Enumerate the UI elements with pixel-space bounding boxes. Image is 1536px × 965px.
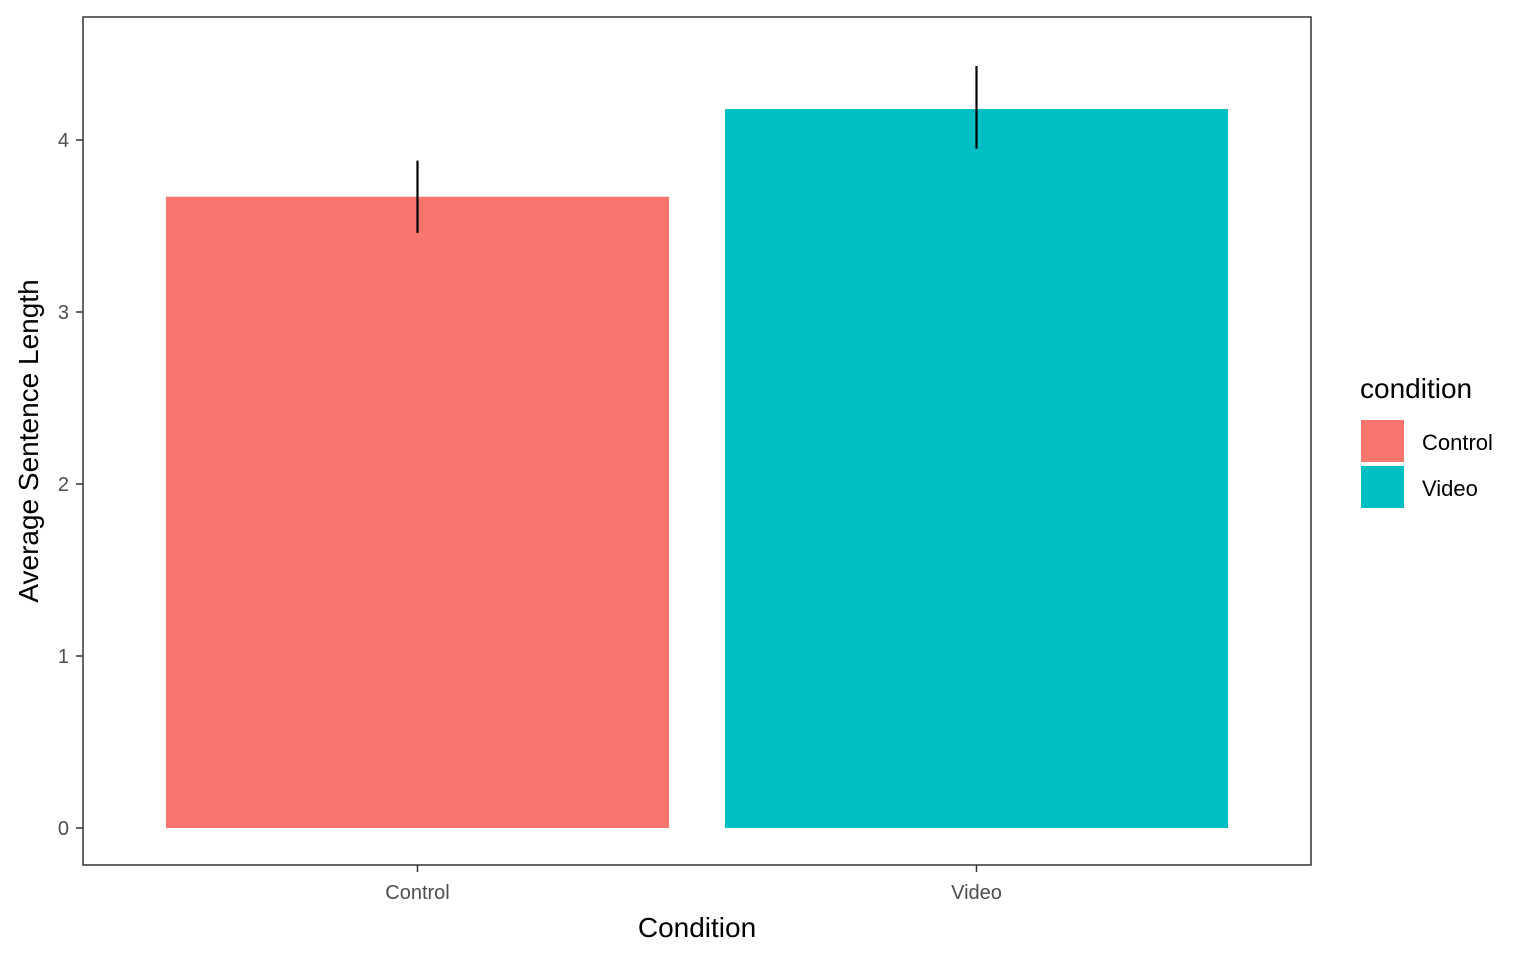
x-axis: Control Video [385, 865, 1002, 904]
y-tick-label: 1 [58, 646, 69, 668]
error-bars-layer [416, 66, 978, 233]
legend: condition Control Video [1360, 373, 1493, 508]
x-tick-label-video: Video [951, 882, 1002, 904]
x-axis-title: Condition [638, 912, 756, 943]
y-axis: 0 1 2 3 4 [58, 130, 83, 840]
y-tick-label: 4 [58, 130, 69, 152]
legend-title: condition [1360, 373, 1472, 404]
y-axis-title: Average Sentence Length [13, 279, 44, 602]
legend-label-control: Control [1422, 430, 1493, 455]
bar-control [165, 196, 670, 828]
legend-key-control [1361, 420, 1404, 462]
legend-key-video [1361, 466, 1404, 508]
y-tick-label: 3 [58, 302, 69, 324]
y-tick-label: 2 [58, 474, 69, 496]
bar-video [724, 109, 1229, 829]
y-tick-label: 0 [58, 818, 69, 840]
bars-layer [165, 109, 1229, 829]
legend-label-video: Video [1422, 476, 1478, 501]
x-tick-label-control: Control [385, 882, 449, 904]
